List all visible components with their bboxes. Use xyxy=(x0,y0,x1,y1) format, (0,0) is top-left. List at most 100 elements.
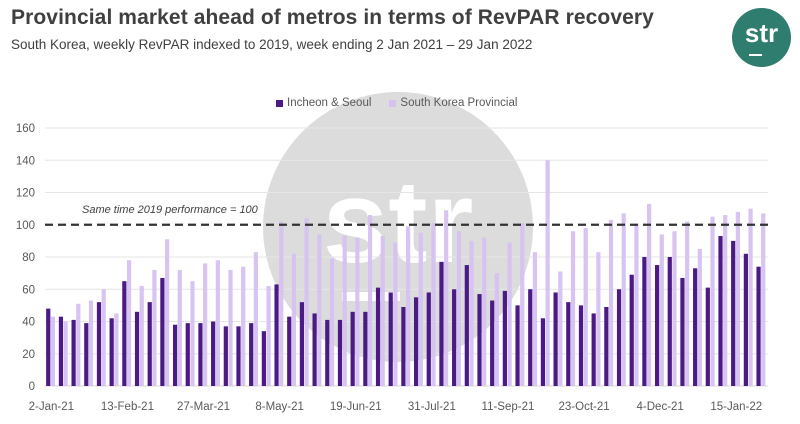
bar-provincial xyxy=(634,224,639,386)
y-tick-label: 40 xyxy=(22,317,35,329)
bar-provincial xyxy=(507,242,512,386)
bar-provincial xyxy=(50,316,56,386)
bar-incheon-seoul xyxy=(287,316,292,386)
bar-incheon-seoul xyxy=(299,302,305,386)
bar-incheon-seoul xyxy=(58,316,64,386)
bar-provincial xyxy=(748,208,753,386)
bar-incheon-seoul xyxy=(540,318,546,386)
bar-incheon-seoul xyxy=(502,290,507,386)
bars xyxy=(46,160,766,386)
bar-provincial xyxy=(596,252,601,386)
bar-provincial xyxy=(735,211,740,386)
x-tick-label: 11-Sep-21 xyxy=(482,401,535,413)
x-tick-label: 31-Jul-21 xyxy=(408,401,456,413)
bar-incheon-seoul xyxy=(172,324,178,386)
bar-incheon-seoul xyxy=(452,289,457,386)
x-tick-label: 2-Jan-21 xyxy=(29,401,74,413)
bar-provincial xyxy=(317,234,322,386)
y-tick-label: 20 xyxy=(22,349,35,361)
y-tick-label: 100 xyxy=(16,220,35,232)
legend-label: South Korea Provincial xyxy=(400,97,518,109)
bar-provincial xyxy=(647,203,652,386)
bar-provincial xyxy=(190,281,195,386)
watermark-text: str xyxy=(323,156,474,288)
bar-incheon-seoul xyxy=(122,281,127,386)
y-tick-label: 120 xyxy=(16,188,35,200)
x-axis: 2-Jan-21 13-Feb-21 27-Mar-21 8-May-21 19-Jun… xyxy=(29,401,763,413)
bar-incheon-seoul xyxy=(223,326,228,386)
bar-incheon-seoul xyxy=(134,311,140,386)
bar-incheon-seoul xyxy=(756,266,761,386)
bar-incheon-seoul xyxy=(363,311,368,386)
y-tick-label: 0 xyxy=(29,381,35,393)
chart-subtitle: South Korea, weekly RevPAR indexed to 20… xyxy=(11,37,533,52)
bar-provincial xyxy=(367,215,373,386)
bar-provincial xyxy=(279,221,284,386)
x-tick-label: 13-Feb-21 xyxy=(101,401,154,413)
legend-item-provincial: South Korea Provincial xyxy=(389,97,517,109)
bar-incheon-seoul xyxy=(439,261,444,386)
bar-provincial xyxy=(545,160,550,386)
bar-incheon-seoul xyxy=(705,287,710,386)
bar-provincial xyxy=(520,223,525,386)
bar-incheon-seoul xyxy=(413,297,419,386)
legend-label: Incheon & Seoul xyxy=(287,97,372,109)
bar-provincial xyxy=(710,216,715,386)
x-tick-label: 4-Dec-21 xyxy=(637,401,684,413)
bar-provincial xyxy=(672,231,677,386)
bar-provincial xyxy=(253,252,258,386)
bar-incheon-seoul xyxy=(528,289,533,386)
bar-incheon-seoul xyxy=(490,300,495,386)
bar-incheon-seoul xyxy=(211,321,216,386)
bar-incheon-seoul xyxy=(71,319,76,386)
logo-text: str xyxy=(744,18,779,48)
reference-line-label: Same time 2019 performance = 100 xyxy=(82,204,259,216)
bar-incheon-seoul xyxy=(604,306,609,386)
bar-incheon-seoul xyxy=(185,323,190,386)
bar-provincial xyxy=(152,269,157,386)
bar-incheon-seoul xyxy=(261,331,266,386)
bar-provincial xyxy=(469,240,474,386)
bar-incheon-seoul xyxy=(109,318,114,386)
bar-incheon-seoul xyxy=(743,253,748,386)
bar-provincial xyxy=(241,266,246,386)
bar-incheon-seoul xyxy=(616,289,622,386)
bar-provincial xyxy=(342,236,347,386)
bar-provincial xyxy=(685,221,690,386)
bar-provincial xyxy=(418,232,423,386)
bar-provincial xyxy=(203,263,208,386)
bar-incheon-seoul xyxy=(477,294,482,386)
bar-provincial xyxy=(431,223,436,386)
bar-incheon-seoul xyxy=(693,268,698,386)
bar-provincial xyxy=(101,289,106,386)
y-tick-label: 160 xyxy=(16,123,35,135)
bar-provincial xyxy=(266,286,271,386)
x-tick-label: 27-Mar-21 xyxy=(177,401,230,413)
bar-provincial xyxy=(177,269,182,386)
bar-provincial xyxy=(165,239,170,386)
legend: Incheon & Seoul South Korea Provincial xyxy=(276,97,517,109)
bar-incheon-seoul xyxy=(642,257,647,386)
x-tick-label: 23-Oct-21 xyxy=(559,401,610,413)
bar-provincial xyxy=(406,226,411,386)
bar-provincial xyxy=(482,237,487,386)
reference-line-group: Same time 2019 performance = 100 xyxy=(45,204,768,226)
bar-provincial xyxy=(76,303,81,386)
legend-swatch-provincial xyxy=(389,99,397,107)
bar-incheon-seoul xyxy=(553,292,558,386)
bar-provincial xyxy=(456,231,461,386)
bar-provincial xyxy=(88,300,94,386)
bar-incheon-seoul xyxy=(629,274,634,386)
bar-incheon-seoul xyxy=(401,306,406,386)
bar-provincial xyxy=(723,215,728,386)
chart-title: Provincial market ahead of metros in ter… xyxy=(11,6,654,29)
bar-provincial xyxy=(761,213,766,386)
bar-incheon-seoul xyxy=(337,319,343,386)
bar-provincial xyxy=(291,253,297,386)
str-logo: str xyxy=(732,8,791,67)
bar-provincial xyxy=(621,213,626,386)
bar-provincial xyxy=(558,271,563,386)
bar-incheon-seoul xyxy=(236,326,241,386)
bar-incheon-seoul xyxy=(274,284,279,386)
